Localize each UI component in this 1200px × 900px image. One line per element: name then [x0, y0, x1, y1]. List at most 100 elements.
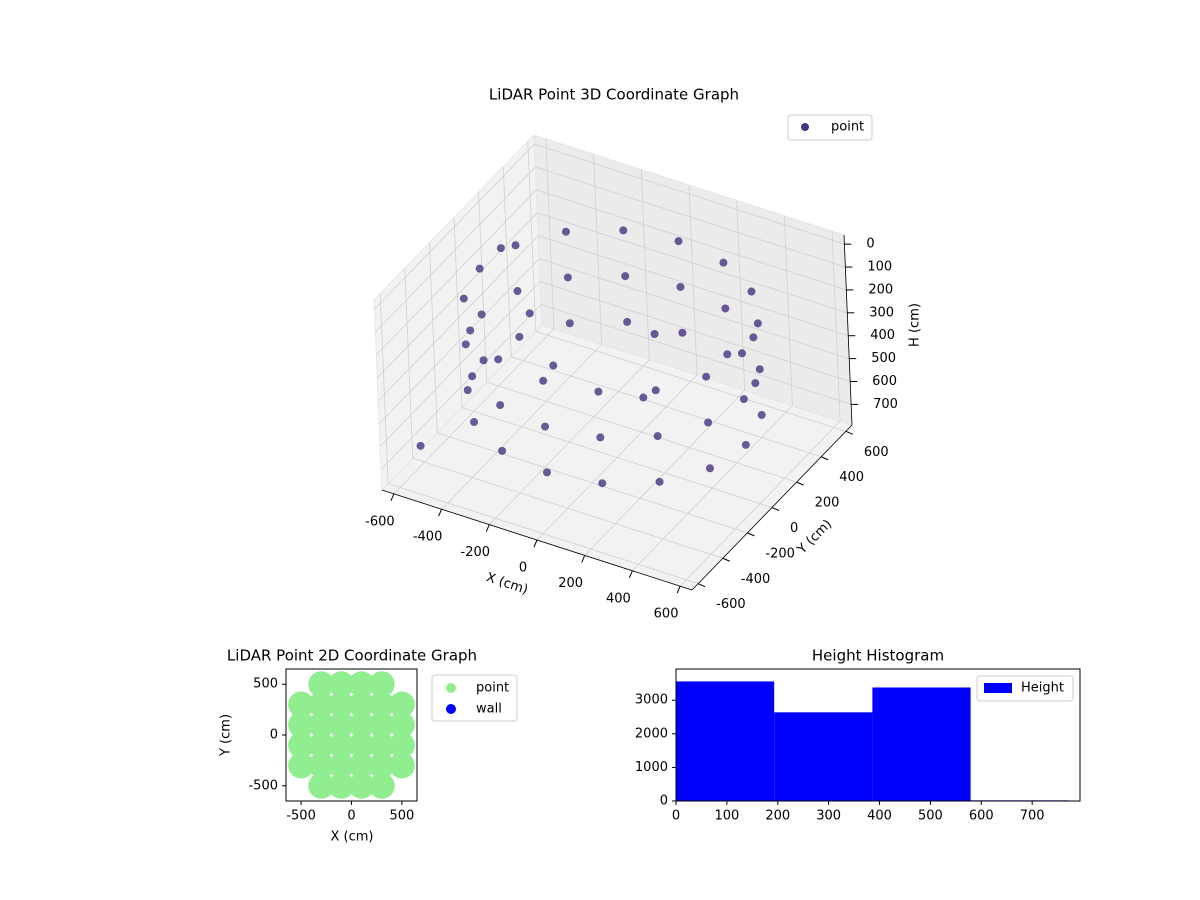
point-marker: [653, 432, 662, 441]
point-marker: [348, 732, 375, 759]
y-tick-label: -600: [716, 597, 746, 612]
point-marker: [751, 379, 760, 388]
point-marker: [388, 691, 415, 718]
point-marker: [749, 333, 758, 342]
point-marker: [468, 372, 477, 381]
x-tick: [533, 539, 538, 548]
x-tick-label: 100: [714, 809, 739, 824]
x-tick: [390, 493, 395, 502]
point-marker: [639, 393, 648, 402]
point-marker: [348, 671, 375, 698]
point-marker: [368, 671, 395, 698]
point-marker: [594, 387, 603, 396]
histogram-bar: [774, 712, 873, 801]
grid-line: [377, 235, 539, 402]
point-marker: [723, 350, 732, 359]
point-marker: [308, 772, 335, 799]
point-marker: [328, 772, 355, 799]
legend-box: [976, 675, 1074, 702]
x-tick-label: 0: [519, 561, 527, 576]
x-tick-label: 500: [918, 809, 943, 824]
x-tick-label: 0: [672, 809, 680, 824]
y-tick: [771, 507, 780, 511]
grid-line: [376, 212, 538, 379]
point-marker: [702, 372, 711, 381]
grid-line: [388, 483, 699, 585]
grid-line: [437, 432, 748, 534]
x-tick-label: 600: [969, 809, 994, 824]
point-marker: [470, 418, 479, 427]
point-marker: [737, 349, 746, 358]
point-marker: [549, 361, 558, 370]
point-marker: [308, 732, 335, 759]
x-tick: [676, 585, 681, 594]
x-tick-label: 400: [606, 591, 631, 606]
z-tick-label: 100: [867, 260, 892, 275]
point-marker: [368, 711, 395, 738]
point-marker: [308, 711, 335, 738]
axes-frame: [675, 668, 1081, 802]
grid-line: [538, 235, 849, 337]
x-tick-label: 500: [389, 809, 414, 824]
point-marker: [348, 772, 375, 799]
y-tick-label: 2000: [635, 726, 668, 741]
point-marker: [494, 355, 503, 364]
x-tick: [581, 555, 586, 563]
point-marker: [496, 244, 505, 253]
point-marker: [539, 376, 548, 385]
point-marker: [475, 264, 484, 273]
point-marker: [388, 732, 415, 759]
point-marker: [477, 310, 486, 319]
point-marker: [498, 446, 507, 455]
y-tick-label: 0: [790, 521, 798, 536]
plot-area: [288, 671, 415, 799]
point-marker: [368, 691, 395, 718]
y-tick-label: 400: [839, 470, 864, 485]
z-tick-label: 500: [871, 351, 896, 366]
x-tick-label: 300: [816, 809, 841, 824]
x-tick-label: 700: [1020, 809, 1045, 824]
y-tick: [796, 481, 804, 486]
point-marker: [621, 272, 630, 281]
point-marker: [565, 319, 574, 328]
y-tick: [747, 532, 755, 537]
point-marker: [619, 226, 628, 235]
point-marker: [650, 329, 659, 338]
point-marker: [348, 691, 375, 718]
point-marker: [623, 317, 632, 326]
x-tick: [485, 524, 490, 532]
grid-line: [380, 304, 542, 470]
y-tick-label: 500: [253, 677, 278, 692]
grid-line: [534, 143, 845, 245]
grid-line: [374, 143, 535, 310]
y-tick-label: 3000: [635, 693, 668, 708]
y-axis-label: Y (cm): [219, 714, 234, 757]
x-tick-label: -400: [413, 530, 443, 545]
point-marker: [459, 294, 468, 303]
point-marker: [515, 332, 524, 341]
grid-line: [541, 304, 852, 405]
y-tick-label: 1000: [635, 760, 668, 775]
point-marker: [416, 441, 425, 450]
point-marker: [598, 479, 607, 488]
grid-line: [378, 258, 540, 424]
x-tick-label: -500: [286, 809, 316, 824]
y-tick-label: 0: [270, 728, 278, 743]
grid-line: [461, 407, 773, 508]
grid-line: [412, 457, 723, 559]
z-axis-label: H (cm): [908, 303, 923, 347]
point-marker: [704, 418, 713, 427]
point-marker: [496, 401, 505, 410]
grid-line: [379, 281, 541, 447]
point-marker: [753, 319, 762, 328]
x-tick: [438, 509, 443, 517]
point-marker: [348, 752, 375, 779]
grid-line: [540, 281, 851, 382]
grid-line: [486, 381, 797, 483]
legend-label: point: [831, 120, 864, 135]
point-marker: [328, 752, 355, 779]
y-tick-label: 0: [660, 794, 668, 809]
point-marker: [328, 732, 355, 759]
histogram-bar: [676, 681, 775, 801]
x-tick-label: 600: [654, 607, 679, 622]
